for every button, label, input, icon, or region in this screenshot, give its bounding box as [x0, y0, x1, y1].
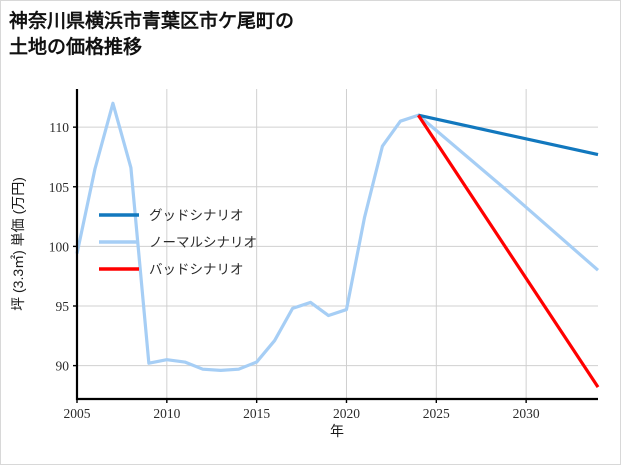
y-axis-ticks: 90 95 100 105 110	[49, 120, 77, 374]
y-tick-label: 95	[56, 299, 70, 314]
series-line-バッドシナリオ	[417, 114, 600, 388]
x-tick-label: 2010	[153, 406, 180, 421]
y-axis-title: 坪 (3.3㎡) 単価 (万円)	[10, 177, 26, 311]
page-title: 神奈川県横浜市青葉区市ケ尾町の 土地の価格推移	[9, 11, 295, 58]
y-tick-label: 100	[49, 239, 70, 254]
y-tick-label: 110	[49, 120, 69, 135]
legend-label-0: グッドシナリオ	[149, 208, 244, 223]
legend-label-1: ノーマルシナリオ	[149, 235, 257, 250]
legend-label-2: バッドシナリオ	[149, 262, 244, 277]
x-tick-label: 2030	[513, 406, 540, 421]
series-group	[75, 101, 600, 388]
x-tick-label: 2020	[333, 406, 360, 421]
x-tick-label: 2015	[243, 406, 270, 421]
y-tick-label: 105	[49, 180, 70, 195]
x-axis-ticks: 2005 2010 2015 2020 2025 2030	[64, 399, 540, 421]
x-axis-title: 年	[330, 423, 344, 439]
x-tick-label: 2025	[423, 406, 450, 421]
series-line-グッドシナリオ	[417, 113, 599, 157]
series-line-ノーマルシナリオ	[75, 101, 600, 372]
y-tick-label: 90	[56, 359, 70, 374]
x-tick-label: 2005	[64, 406, 91, 421]
